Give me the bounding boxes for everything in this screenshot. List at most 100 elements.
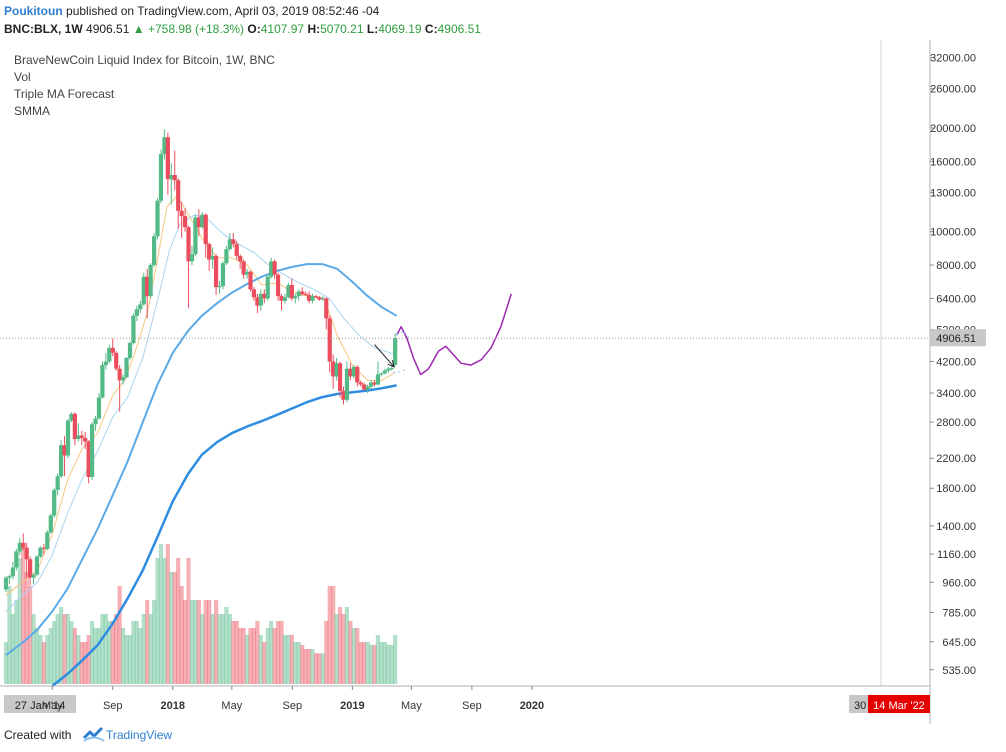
- candle-body: [69, 413, 74, 421]
- legend-entry: SMMA: [14, 104, 50, 118]
- price-axis[interactable]: 32000.00 26000.00 20000.00 16000.00 13000.00…: [930, 53, 986, 677]
- forecast-line: [395, 293, 513, 376]
- candle-body: [344, 368, 350, 400]
- volume-bar: [334, 614, 339, 684]
- candle-body: [337, 363, 343, 391]
- candle-body: [117, 368, 122, 381]
- volume-bar: [217, 614, 222, 684]
- price-tick-label: 26000.00: [930, 84, 976, 96]
- volume-bar: [317, 653, 322, 684]
- volume-bar: [265, 628, 270, 684]
- candle-body: [317, 297, 322, 300]
- candle-body: [324, 298, 329, 319]
- volume-bar: [320, 653, 325, 684]
- candle-body: [83, 437, 88, 442]
- volume-bar: [131, 621, 136, 684]
- price-tick-label: 2800.00: [936, 417, 976, 429]
- volume-bar: [355, 628, 360, 684]
- chart-header: Poukitoun published on TradingView.com, …: [0, 0, 1006, 40]
- volume-bar: [7, 586, 12, 684]
- volume-bar: [79, 642, 84, 684]
- price-tick-label: 2200.00: [936, 453, 976, 465]
- volume-bar: [269, 621, 274, 684]
- candle-body: [182, 216, 188, 228]
- volume-bar: [76, 635, 81, 684]
- price-tick-label: 6400.00: [936, 293, 976, 305]
- volume-bar: [48, 628, 53, 684]
- volume-bar: [117, 586, 122, 684]
- end-date-label: 14 Mar '22: [873, 700, 925, 712]
- volume-bar: [31, 614, 36, 684]
- time-tick-label: 2019: [340, 700, 364, 712]
- tradingview-logo-icon[interactable]: [82, 724, 106, 744]
- volume-bar: [93, 628, 98, 684]
- volume-bar: [386, 644, 391, 684]
- volume-bar: [134, 621, 139, 684]
- volume-bar: [238, 628, 243, 684]
- last-price: 4906.51: [86, 22, 130, 36]
- candle-body: [103, 361, 108, 366]
- last-price-tag-label: 4906.51: [936, 333, 976, 345]
- candle-body: [231, 239, 236, 245]
- tradingview-brand[interactable]: TradingView: [106, 728, 173, 742]
- volume-bar: [41, 642, 46, 684]
- volume-bar: [14, 600, 19, 684]
- candle-body: [179, 210, 184, 217]
- author-link[interactable]: Poukitoun: [4, 4, 63, 18]
- volume-bar: [279, 621, 284, 684]
- volume-bar: [207, 600, 212, 684]
- volume-bar: [244, 635, 250, 684]
- candle-body: [189, 254, 195, 262]
- candle-body: [127, 343, 133, 358]
- candle-body: [289, 285, 294, 299]
- volume-bar: [100, 614, 105, 684]
- candle-body: [262, 293, 267, 299]
- volume-bar: [306, 649, 312, 684]
- volume-bar: [45, 635, 50, 684]
- volume-bar: [275, 621, 281, 684]
- price-tick-label: 785.00: [942, 607, 976, 619]
- volume-bar: [193, 600, 198, 684]
- candle-body: [59, 445, 64, 477]
- chart-legend: BraveNewCoin Liquid Index for Bitcoin, 1…: [14, 53, 275, 118]
- candle-body: [272, 261, 277, 275]
- candle-body: [172, 175, 177, 181]
- candle-body: [65, 420, 71, 456]
- price-tick-label: 4200.00: [936, 356, 976, 368]
- volume-bar: [255, 621, 260, 684]
- volume-bar: [300, 644, 305, 684]
- candle-body: [34, 556, 40, 575]
- volume-bar: [96, 628, 102, 684]
- volume-bar: [234, 621, 239, 684]
- legend-entry: Triple MA Forecast: [14, 87, 115, 101]
- candle-body: [313, 296, 319, 298]
- volume-bar: [303, 649, 308, 684]
- volume-bars: [3, 544, 398, 684]
- volume-bar: [258, 635, 263, 684]
- volume-bar: [55, 614, 60, 684]
- candles: [3, 129, 398, 592]
- volume-bar: [189, 600, 195, 684]
- candle-body: [93, 418, 98, 425]
- close-label: C:: [424, 22, 438, 36]
- price-tick-label: 16000.00: [930, 156, 976, 168]
- candle-body: [282, 297, 288, 301]
- candle-body: [241, 261, 246, 275]
- candle-body: [110, 347, 115, 353]
- candle-body: [131, 315, 136, 344]
- candle-body: [176, 180, 181, 211]
- candle-body: [379, 373, 384, 375]
- open-label: O:: [247, 22, 261, 36]
- volume-bar: [89, 621, 95, 684]
- volume-bar: [296, 642, 301, 684]
- time-tick-label: Sep: [462, 700, 482, 712]
- volume-bar: [62, 614, 67, 684]
- price-chart[interactable]: 32000.00 26000.00 20000.00 16000.00 13000.00…: [0, 40, 1006, 724]
- candle-body: [120, 377, 126, 381]
- boxed-date-tag: [849, 695, 872, 713]
- candle-body: [306, 294, 312, 301]
- volume-bar: [141, 614, 146, 684]
- symbol-label: BNC:BLX, 1W: [4, 22, 83, 36]
- candle-body: [200, 214, 205, 228]
